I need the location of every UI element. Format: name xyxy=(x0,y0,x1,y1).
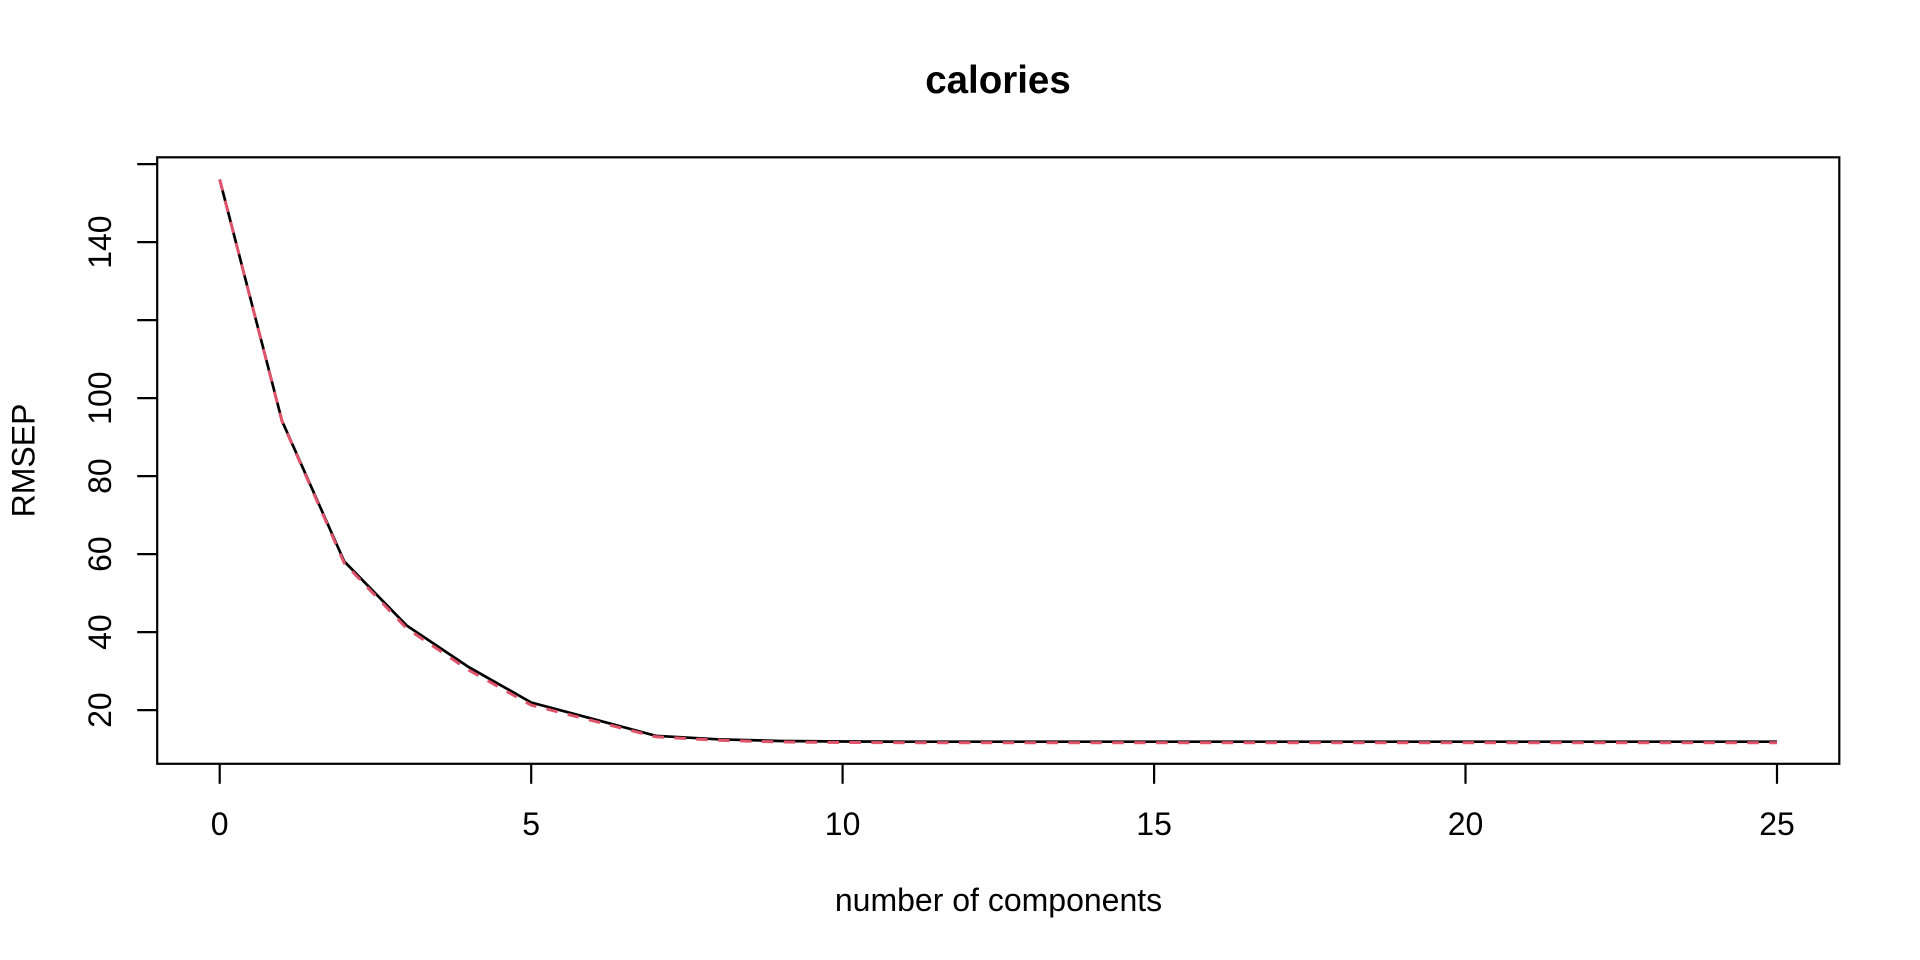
svg-text:15: 15 xyxy=(1136,806,1172,842)
svg-text:25: 25 xyxy=(1759,806,1795,842)
svg-text:140: 140 xyxy=(82,215,118,268)
svg-text:20: 20 xyxy=(1448,806,1484,842)
svg-text:40: 40 xyxy=(82,614,118,650)
svg-text:RMSEP: RMSEP xyxy=(5,404,41,518)
svg-text:10: 10 xyxy=(825,806,861,842)
svg-text:100: 100 xyxy=(82,371,118,424)
svg-text:80: 80 xyxy=(82,458,118,494)
svg-text:0: 0 xyxy=(211,806,229,842)
svg-text:5: 5 xyxy=(522,806,540,842)
svg-text:calories: calories xyxy=(925,59,1071,102)
svg-text:60: 60 xyxy=(82,536,118,572)
svg-text:20: 20 xyxy=(82,692,118,728)
svg-text:number of components: number of components xyxy=(835,882,1162,918)
